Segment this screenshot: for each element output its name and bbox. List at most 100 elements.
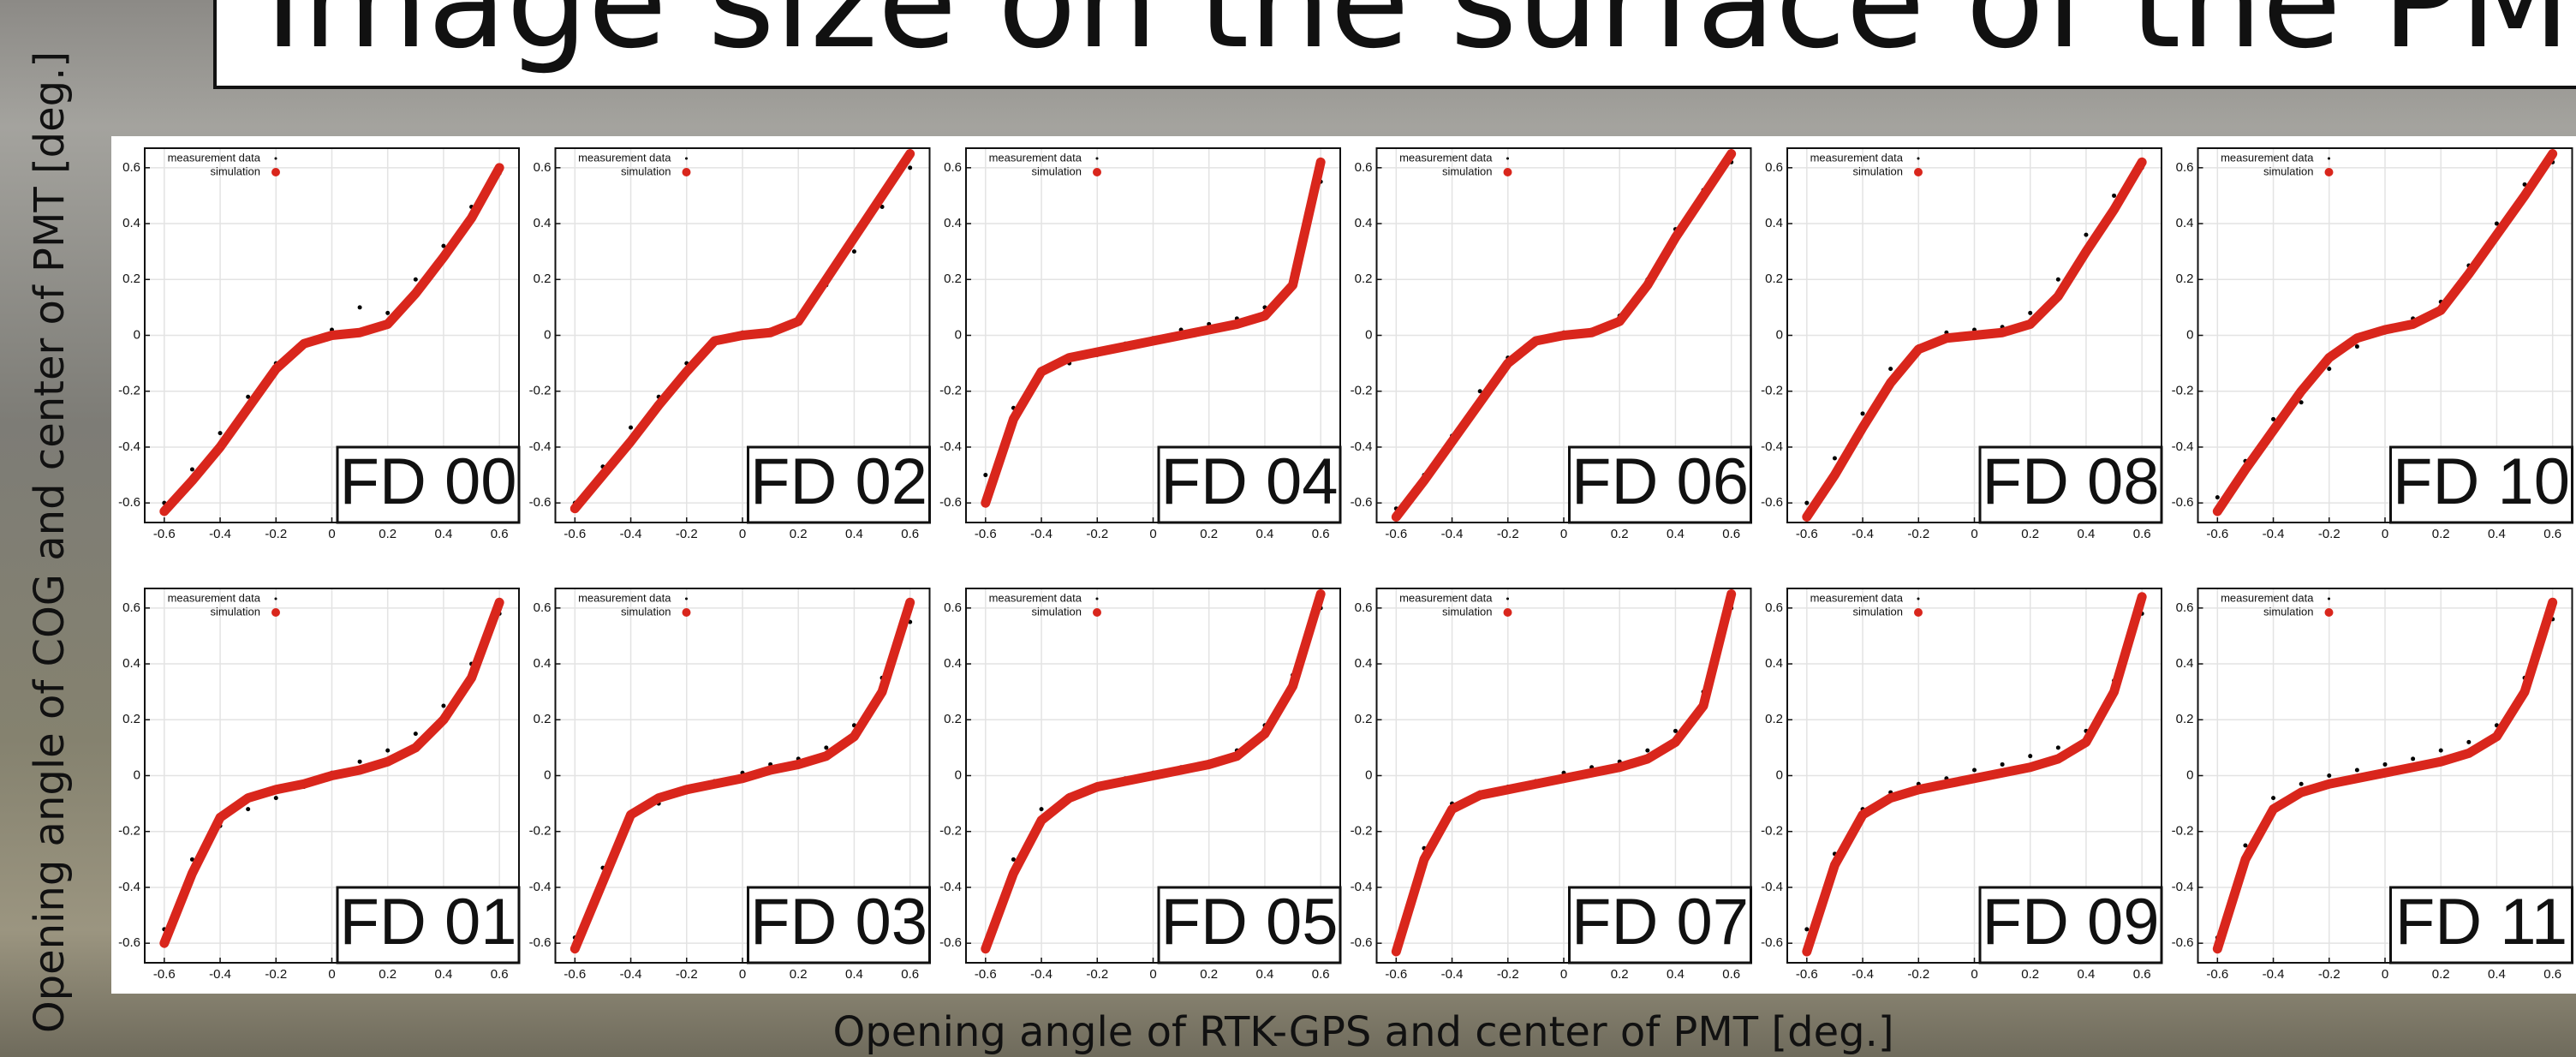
- plot-area: [1391, 149, 1737, 522]
- y-tick-label: -0.6: [939, 935, 962, 950]
- measurement-point: [824, 745, 829, 750]
- x-tick-label: -0.2: [1907, 967, 1929, 982]
- legend-label: measurement data: [1399, 151, 1493, 164]
- y-tick-label: 0.4: [1355, 216, 1373, 230]
- measurement-point: [273, 796, 278, 801]
- x-tick-label: 0.6: [1312, 967, 1330, 982]
- measurement-point: [2215, 495, 2220, 500]
- measurement-point: [385, 748, 391, 753]
- fd-label: FD 03: [750, 886, 927, 958]
- y-tick-label: 0.6: [2176, 160, 2194, 175]
- measurement-point: [2494, 221, 2499, 226]
- measurement-point: [2466, 739, 2472, 744]
- legend-label: measurement data: [1399, 591, 1493, 604]
- legend-marker: [685, 597, 688, 600]
- fd-label-box: [2389, 886, 2573, 964]
- legend-marker: [2324, 168, 2334, 176]
- x-tick-label: 0.4: [435, 967, 453, 982]
- legend-label: simulation: [2263, 605, 2314, 618]
- x-tick-label: 0.6: [1722, 967, 1740, 982]
- measurement-point: [2112, 193, 2117, 198]
- fd-label: FD 10: [2393, 445, 2570, 518]
- fd-label: FD 09: [1983, 886, 2160, 958]
- measurement-point: [2382, 761, 2388, 767]
- legend-label: simulation: [1031, 605, 1082, 618]
- fd-label: FD 05: [1161, 886, 1339, 958]
- x-tick-label: -0.6: [564, 967, 586, 982]
- fd-label: FD 11: [2395, 886, 2567, 958]
- fd-label-box: [1568, 445, 1752, 524]
- legend-label: simulation: [1852, 605, 1903, 618]
- measurement-point: [2354, 767, 2359, 773]
- plot-area: [159, 163, 504, 517]
- scatter-chart: -0.6 -0.4 -0.2 0 0.2 0.4 0.6 -0.6 -0.4 -0.2 0 0.2 0.…: [2172, 147, 2573, 541]
- y-tick-label: 0: [544, 767, 551, 782]
- y-tick-label: 0.6: [534, 600, 552, 615]
- y-tick-label: -0.2: [2172, 384, 2194, 398]
- x-tick-label: -0.4: [2263, 527, 2285, 541]
- fd-label: FD 00: [340, 445, 517, 518]
- legend-label: measurement data: [168, 591, 261, 604]
- y-tick-label: 0.2: [944, 712, 962, 726]
- y-tick-label: 0.4: [2176, 216, 2194, 230]
- measurement-point: [246, 807, 251, 812]
- legend-label: simulation: [1442, 605, 1493, 618]
- x-tick-label: 0: [1971, 527, 1977, 541]
- y-tick-label: 0: [1776, 767, 1783, 782]
- x-axis-label: Opening angle of RTK-GPS and center of P…: [832, 1008, 1894, 1056]
- y-tick-label: -0.6: [529, 495, 552, 510]
- x-tick-label: -0.6: [975, 527, 997, 541]
- y-axis-label: Opening angle of COG and center of PMT […: [26, 51, 74, 1034]
- measurement-point: [880, 204, 885, 209]
- fd-label-box: [336, 886, 521, 964]
- axes-frame: [144, 588, 520, 964]
- fd-label: FD 01: [340, 886, 517, 958]
- y-tick-label: -0.4: [118, 439, 140, 454]
- axes-frame: [554, 588, 931, 964]
- y-tick-label: 0.2: [2176, 272, 2194, 286]
- plot-area: [159, 597, 504, 948]
- x-tick-label: -0.4: [209, 527, 231, 541]
- y-tick-label: 0.6: [1355, 600, 1373, 615]
- scatter-chart: -0.6 -0.4 -0.2 0 0.2 0.4 0.6 -0.6 -0.4 -0.2 0 0.2 0.…: [118, 588, 521, 982]
- axes-frame: [144, 147, 520, 523]
- simulation-curve: [1802, 592, 2147, 957]
- x-tick-label: -0.4: [2263, 967, 2285, 982]
- y-tick-label: 0: [1365, 767, 1372, 782]
- fd-label-box: [1157, 886, 1342, 964]
- y-tick-label: 0.2: [1765, 712, 1783, 726]
- axes-frame: [965, 147, 1341, 523]
- legend-label: measurement data: [2221, 151, 2314, 164]
- y-tick-label: -0.2: [1351, 824, 1373, 839]
- x-tick-label: 0: [1971, 967, 1977, 982]
- x-tick-label: 0.2: [1200, 967, 1218, 982]
- measurement-point: [1860, 411, 1865, 416]
- y-tick-label: 0.6: [1355, 160, 1373, 175]
- measurement-point: [2327, 773, 2332, 778]
- x-tick-label: 0.4: [2488, 967, 2506, 982]
- scatter-chart: -0.6 -0.4 -0.2 0 0.2 0.4 0.6 -0.6 -0.4 -0.2 0 0.2 0.…: [1351, 588, 1752, 982]
- legend-label: simulation: [621, 605, 671, 618]
- measurement-point: [1804, 500, 1810, 505]
- slide-title: Image size on the surface of the PMT a: [265, 0, 2576, 77]
- axes-frame: [2197, 588, 2573, 964]
- x-tick-label: 0.2: [2021, 967, 2039, 982]
- measurement-point: [2299, 781, 2304, 786]
- measurement-point: [2411, 756, 2416, 761]
- measurement-point: [2028, 310, 2033, 315]
- y-tick-label: -0.2: [1761, 384, 1783, 398]
- y-tick-label: -0.2: [118, 384, 140, 398]
- x-tick-label: -0.4: [1030, 967, 1052, 982]
- simulation-curve: [1391, 589, 1737, 957]
- y-tick-label: -0.6: [939, 495, 962, 510]
- y-tick-label: 0.4: [944, 216, 962, 230]
- legend-marker: [1917, 597, 1920, 600]
- x-tick-label: 0.4: [845, 967, 863, 982]
- measurement-point: [2084, 232, 2089, 237]
- y-tick-label: 0.4: [534, 656, 552, 671]
- y-tick-label: -0.2: [2172, 824, 2194, 839]
- y-tick-label: 0.2: [1355, 272, 1373, 286]
- x-tick-label: -0.4: [1441, 967, 1464, 982]
- axes-frame: [1786, 147, 2162, 523]
- measurement-point: [1645, 748, 1650, 753]
